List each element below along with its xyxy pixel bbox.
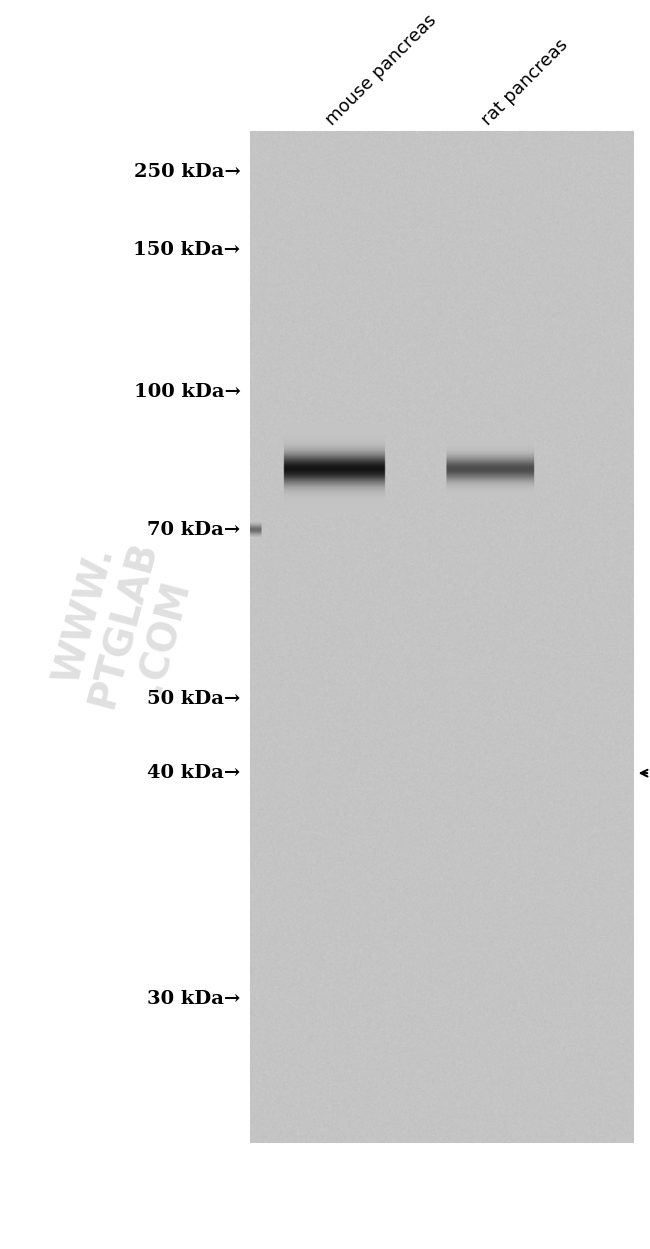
Text: 150 kDa→: 150 kDa→ [133,241,240,259]
Text: 40 kDa→: 40 kDa→ [148,764,240,782]
Text: rat pancreas: rat pancreas [478,35,571,129]
Text: mouse pancreas: mouse pancreas [322,11,440,129]
Text: 250 kDa→: 250 kDa→ [134,164,240,181]
Text: 30 kDa→: 30 kDa→ [147,990,240,1008]
Text: WWW.
PTGLAB
.COM: WWW. PTGLAB .COM [44,526,203,723]
Text: 50 kDa→: 50 kDa→ [147,691,240,708]
Text: 70 kDa→: 70 kDa→ [148,521,240,538]
Text: 100 kDa→: 100 kDa→ [133,383,240,401]
